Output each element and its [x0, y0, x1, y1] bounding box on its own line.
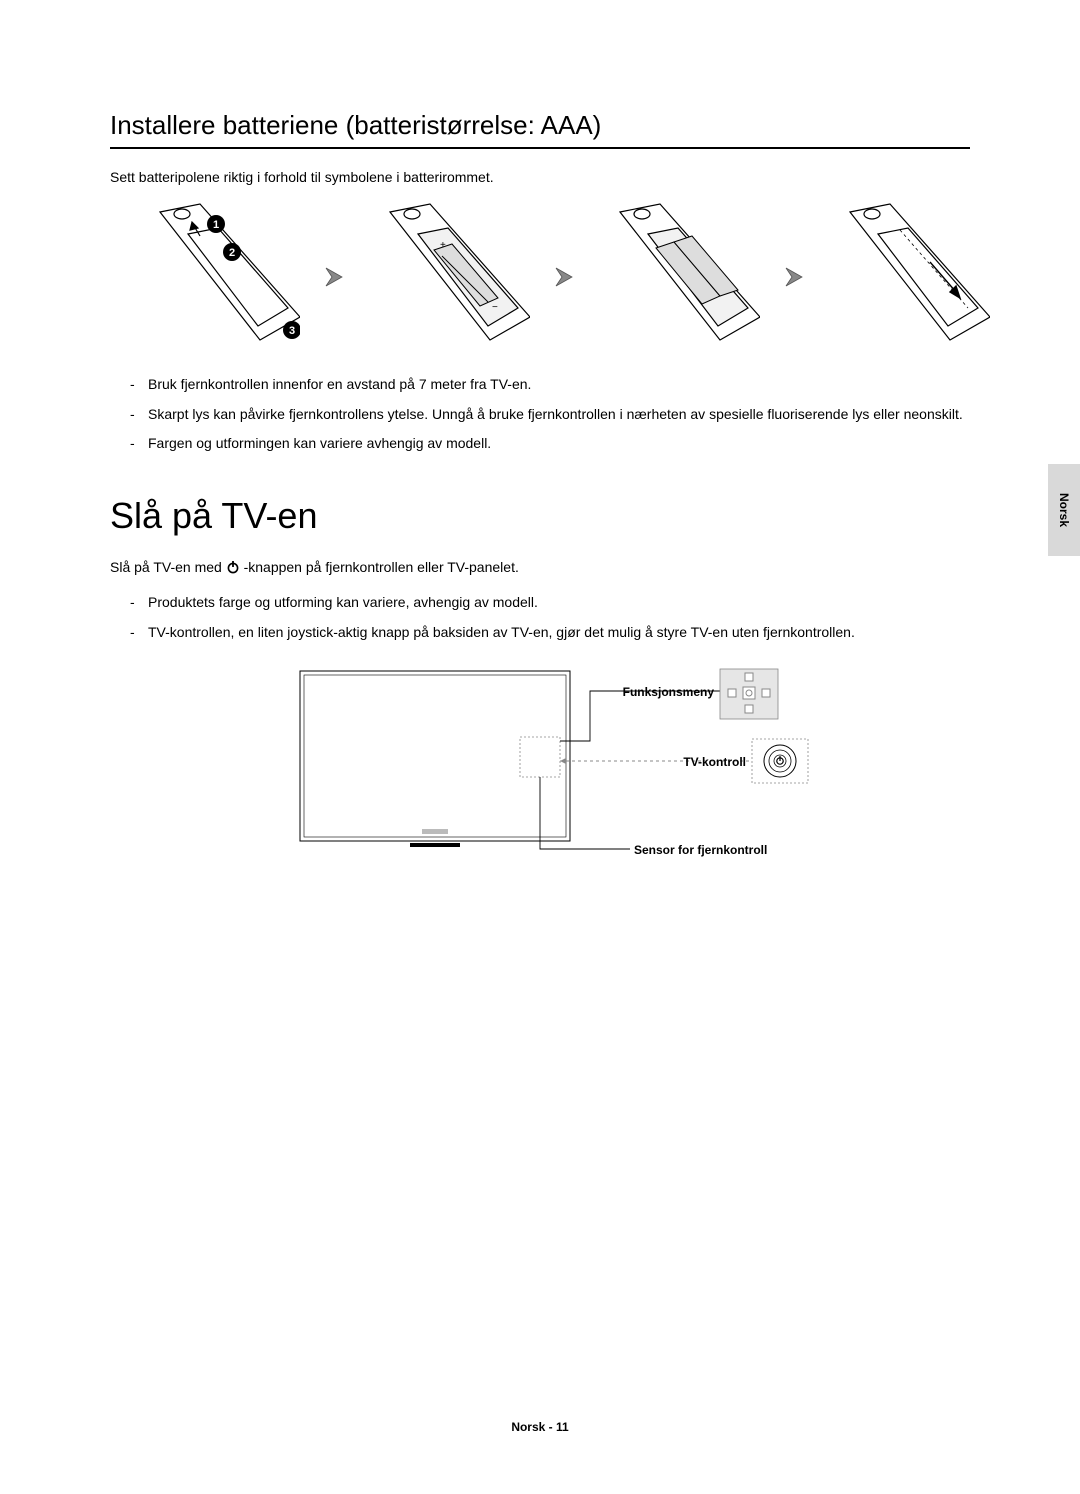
- bullet-item: Produktets farge og utforming kan varier…: [130, 592, 970, 614]
- power-icon: [226, 560, 240, 574]
- bullet-item: TV-kontrollen, en liten joystick-aktig k…: [130, 622, 970, 644]
- section-2-bullets: Produktets farge og utforming kan varier…: [130, 592, 970, 643]
- language-side-tab: Norsk: [1048, 464, 1080, 556]
- section-2-title: Slå på TV-en: [110, 495, 970, 537]
- side-tab-label: Norsk: [1057, 493, 1071, 527]
- svg-text:+: +: [440, 240, 446, 251]
- section-1-title: Installere batteriene (batteristørrelse:…: [110, 110, 970, 149]
- arrow-icon: [782, 264, 808, 290]
- arrow-icon: [322, 264, 348, 290]
- bullet-item: Bruk fjernkontrollen innenfor en avstand…: [130, 374, 970, 396]
- step-marker-3: 3: [289, 325, 295, 337]
- remote-step-1-illustration: 1 2 3: [140, 202, 300, 352]
- manual-page: Installere batteriene (batteristørrelse:…: [0, 0, 1080, 1494]
- battery-install-diagram-row: 1 2 3 + −: [140, 202, 970, 352]
- remote-step-4-illustration: [830, 202, 990, 352]
- svg-text:−: −: [492, 302, 498, 313]
- bullet-item: Fargen og utformingen kan variere avheng…: [130, 433, 970, 455]
- section-2-intro: Slå på TV-en med -knappen på fjernkontro…: [110, 557, 970, 578]
- bullet-item: Skarpt lys kan påvirke fjernkontrollens …: [130, 404, 970, 426]
- step-marker-2: 2: [229, 247, 235, 259]
- label-remote-sensor: Sensor for fjernkontroll: [634, 843, 767, 857]
- label-function-menu: Funksjonsmeny: [623, 685, 714, 699]
- arrow-icon: [552, 264, 578, 290]
- page-footer: Norsk - 11: [0, 1420, 1080, 1434]
- intro-post: -knappen på fjernkontrollen eller TV-pan…: [244, 559, 519, 575]
- label-tv-control: TV-kontroll: [683, 755, 746, 769]
- section-1-bullets: Bruk fjernkontrollen innenfor en avstand…: [130, 374, 970, 455]
- remote-step-3-illustration: [600, 202, 760, 352]
- tv-rear-diagram: Funksjonsmeny TV-kontroll Sensor for fje…: [290, 661, 850, 901]
- remote-step-2-illustration: + −: [370, 202, 530, 352]
- step-marker-1: 1: [213, 219, 219, 231]
- intro-pre: Slå på TV-en med: [110, 559, 226, 575]
- section-1-intro: Sett batteripolene riktig i forhold til …: [110, 167, 970, 188]
